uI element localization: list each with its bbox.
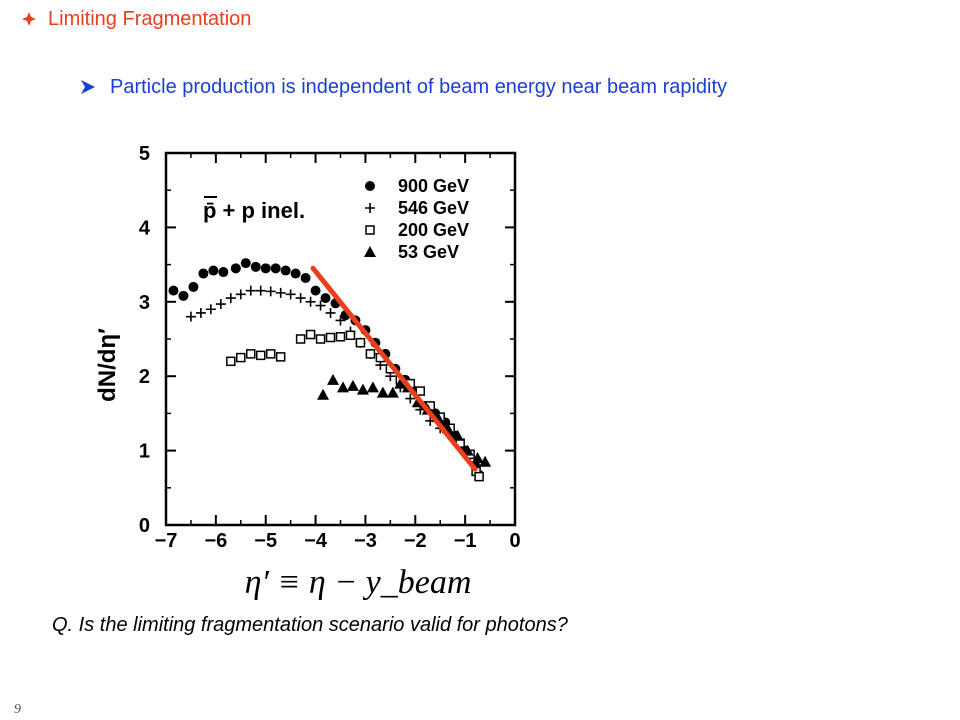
data-point-200-gev (305, 329, 316, 340)
chart-annotation: p̄ + p inel. (203, 198, 305, 223)
question-text: Q. Is the limiting fragmentation scenari… (52, 614, 568, 636)
data-point-200-gev (226, 356, 236, 367)
data-point-53-gev (356, 383, 369, 395)
legend-marker (365, 225, 375, 235)
data-point-53-gev (471, 452, 484, 464)
data-point-900-gev (290, 268, 301, 279)
data-point-900-gev (260, 263, 271, 274)
data-point-546-gev (185, 311, 196, 322)
y-axis-label: dN/dη′ (94, 328, 121, 402)
data-point-546-gev (245, 285, 256, 296)
x-tick-label: −5 (254, 530, 277, 552)
data-point-200-gev (265, 349, 276, 359)
legend-marker (365, 203, 375, 213)
y-tick-label: 4 (139, 217, 151, 239)
data-point-900-gev (250, 261, 261, 272)
chart-marks (168, 258, 492, 482)
arrow-icon (81, 80, 95, 94)
data-point-200-gev (255, 350, 266, 361)
chart-axes: −7 −6 −5 −4 −3 −2 −1 0 0 1 2 3 4 5 (139, 143, 521, 552)
x-axis-label: η′ ≡ η − y_beam (245, 564, 472, 601)
x-tick-label: −2 (404, 530, 427, 552)
data-point-900-gev (208, 265, 219, 276)
legend-marker (365, 181, 375, 191)
data-point-53-gev (346, 379, 359, 391)
data-point-53-gev (451, 429, 464, 441)
data-point-900-gev (240, 258, 251, 269)
data-point-200-gev (355, 337, 366, 348)
data-point-53-gev (317, 388, 330, 400)
data-point-200-gev (315, 334, 326, 344)
y-tick-label: 1 (139, 441, 150, 463)
data-point-900-gev (188, 281, 199, 292)
title-row: Limiting Fragmentation (22, 4, 251, 34)
data-point-546-gev (405, 393, 416, 404)
data-point-900-gev (178, 290, 189, 301)
data-point-546-gev (225, 293, 236, 304)
data-point-546-gev (325, 307, 336, 318)
data-point-200-gev (236, 352, 246, 363)
sub-bullet-row: Particle production is independent of be… (80, 72, 727, 102)
y-tick-label: 0 (139, 515, 150, 537)
x-tick-label: −4 (304, 530, 328, 552)
data-point-200-gev (335, 332, 346, 342)
data-point-900-gev (280, 265, 291, 276)
legend-label: 546 GeV (398, 198, 469, 218)
page-number: 9 (14, 702, 21, 717)
data-point-900-gev (230, 263, 241, 274)
data-point-900-gev (320, 293, 331, 304)
data-point-546-gev (195, 307, 206, 318)
data-point-900-gev (218, 267, 229, 278)
data-point-200-gev (474, 471, 484, 482)
data-point-53-gev (394, 377, 407, 389)
legend-label: 900 GeV (398, 176, 469, 196)
data-point-546-gev (335, 315, 346, 326)
data-point-546-gev (215, 299, 226, 310)
data-point-900-gev (270, 263, 281, 274)
data-point-546-gev (295, 293, 306, 304)
fit-line (310, 265, 478, 472)
sub-bullet-text: Particle production is independent of be… (110, 75, 728, 98)
data-point-53-gev (327, 373, 340, 385)
y-tick-label: 5 (139, 143, 150, 165)
y-tick-label: 3 (139, 292, 150, 314)
data-point-200-gev (295, 334, 306, 344)
data-point-200-gev (415, 386, 426, 396)
legend-label: 200 GeV (398, 220, 469, 240)
data-point-546-gev (285, 289, 296, 300)
data-point-900-gev (300, 272, 311, 283)
data-point-53-gev (366, 381, 379, 393)
data-point-200-gev (246, 349, 256, 359)
data-point-900-gev (310, 285, 321, 296)
data-point-546-gev (265, 286, 276, 297)
data-point-546-gev (315, 300, 326, 311)
data-point-546-gev (255, 285, 266, 296)
data-point-53-gev (376, 386, 389, 398)
data-point-900-gev (168, 285, 179, 296)
data-point-200-gev (275, 352, 286, 362)
y-tick-label: 2 (139, 366, 150, 388)
legend-marker (364, 246, 376, 257)
legend-label: 53 GeV (398, 242, 459, 262)
data-point-546-gev (275, 287, 286, 298)
data-point-900-gev (198, 268, 209, 279)
data-point-53-gev (386, 386, 399, 398)
x-tick-label: 0 (509, 530, 520, 552)
data-point-200-gev (365, 349, 376, 359)
data-point-53-gev (479, 455, 492, 467)
data-point-546-gev (305, 296, 316, 307)
data-point-546-gev (205, 304, 216, 315)
data-point-200-gev (345, 330, 356, 341)
x-tick-label: −7 (155, 530, 178, 552)
x-tick-label: −1 (454, 530, 477, 552)
diamond-icon (22, 12, 36, 26)
x-tick-label: −6 (204, 530, 227, 552)
data-point-546-gev (235, 289, 246, 300)
dndeta-chart: −7 −6 −5 −4 −3 −2 −1 0 0 1 2 3 4 5 p̄ + p inel. 900 G… (94, 143, 521, 601)
slide-title: Limiting Fragmentation (48, 7, 252, 30)
x-tick-label: −3 (354, 530, 377, 552)
data-point-200-gev (325, 332, 336, 343)
data-point-53-gev (336, 381, 349, 393)
